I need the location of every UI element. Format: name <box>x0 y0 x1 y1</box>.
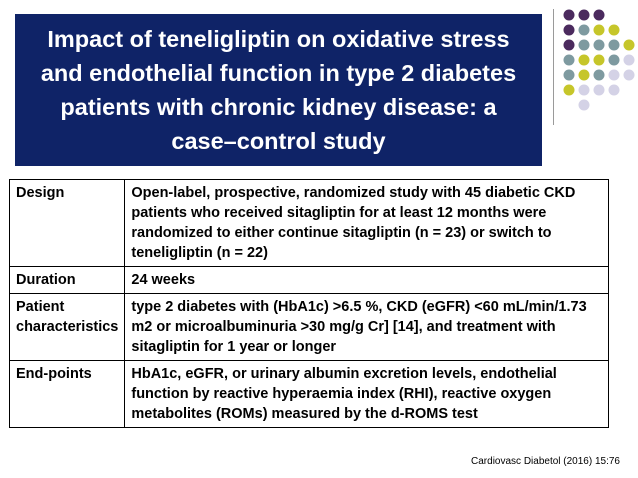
row-value: 24 weeks <box>124 266 609 294</box>
row-value: type 2 diabetes with (HbA1c) >6.5 %, CKD… <box>124 293 609 361</box>
table-row: Patient characteristics type 2 diabetes … <box>8 293 609 361</box>
row-value: HbA1c, eGFR, or urinary albumin excretio… <box>124 360 609 428</box>
row-label: Patient characteristics <box>8 293 126 361</box>
slide-title: Impact of teneligliptin on oxidative str… <box>40 26 517 154</box>
study-summary-table: Design Open-label, prospective, randomiz… <box>8 179 609 428</box>
title-banner: Impact of teneligliptin on oxidative str… <box>15 14 542 166</box>
table-row: End-points HbA1c, eGFR, or urinary album… <box>8 360 609 428</box>
decorative-dot-grid-icon <box>563 9 635 111</box>
source-citation: Cardiovasc Diabetol (2016) 15:76 <box>471 456 620 467</box>
row-label: Duration <box>8 266 126 294</box>
row-value: Open-label, prospective, randomized stud… <box>124 179 609 267</box>
row-label: Design <box>8 179 126 267</box>
decorative-divider <box>553 9 554 125</box>
row-label: End-points <box>8 360 126 428</box>
table-row: Design Open-label, prospective, randomiz… <box>8 179 609 267</box>
table-row: Duration 24 weeks <box>8 266 609 294</box>
